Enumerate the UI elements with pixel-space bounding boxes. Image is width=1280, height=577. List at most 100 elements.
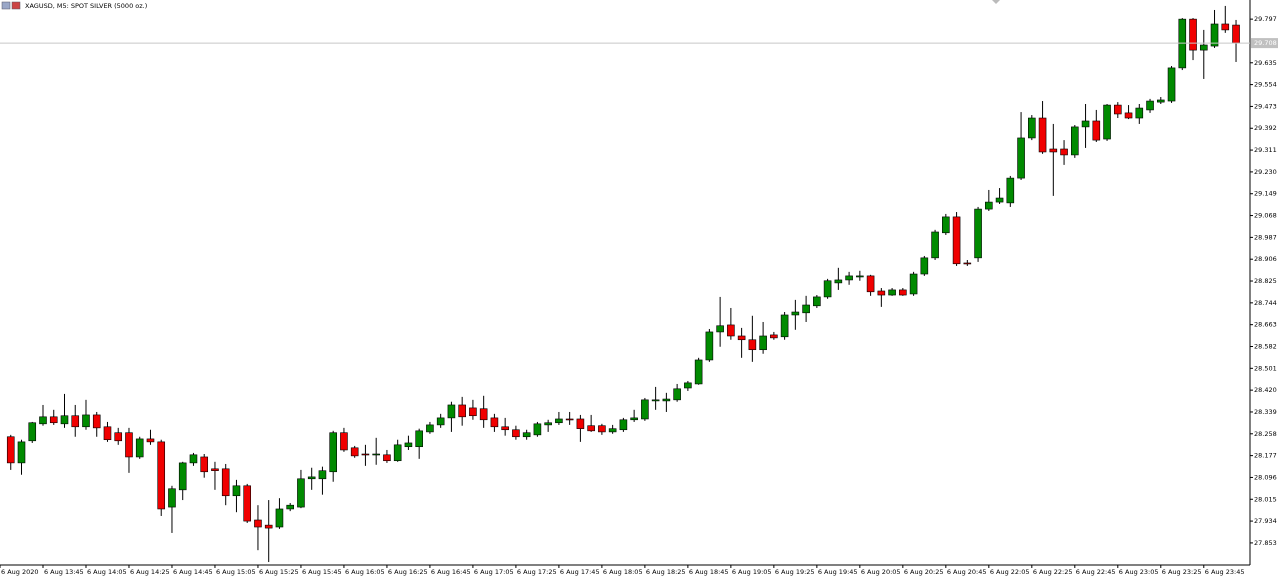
x-tick-label: 6 Aug 15:45	[302, 568, 342, 576]
candle-body	[383, 454, 391, 462]
candle-body	[436, 417, 445, 426]
x-tick-label: 6 Aug 22:45	[1076, 568, 1116, 576]
candle-body	[404, 442, 413, 448]
candle-body	[942, 216, 950, 234]
candle-body	[1071, 126, 1079, 156]
candle-body	[350, 447, 359, 457]
candle-body	[555, 418, 563, 424]
candle-body	[823, 280, 832, 298]
candle-body	[512, 429, 520, 438]
x-tick-label: 6 Aug 19:25	[775, 568, 815, 576]
candle-body	[651, 399, 660, 402]
candle-body	[963, 262, 972, 265]
candle-body	[286, 504, 294, 510]
candle-body	[576, 418, 585, 429]
candle-body	[920, 257, 929, 275]
candle-body	[899, 289, 907, 296]
x-tick-label: 6 Aug 2020	[1, 568, 39, 576]
candle-body	[1028, 117, 1036, 139]
candle-body	[458, 404, 466, 418]
candle-body	[931, 231, 939, 259]
candle-body	[114, 432, 123, 442]
candle-body	[178, 462, 187, 491]
candle-body	[361, 453, 370, 456]
candle-body	[28, 422, 37, 442]
y-tick-label: 29.311	[1254, 146, 1277, 154]
candle-body	[307, 476, 316, 480]
x-tick-label: 6 Aug 20:25	[904, 568, 944, 576]
y-tick-label: 29.068	[1254, 212, 1277, 220]
last-price-label: 29.708	[1254, 39, 1277, 47]
candle-body	[168, 488, 176, 508]
candle-body	[1049, 148, 1058, 153]
candle-body	[1135, 107, 1144, 119]
candle-body	[372, 453, 380, 456]
x-tick-label: 6 Aug 18:25	[646, 568, 686, 576]
x-tick-label: 6 Aug 16:45	[431, 568, 471, 576]
icon	[11, 1, 21, 10]
y-tick-label: 27.853	[1254, 539, 1277, 547]
candle-body	[135, 438, 144, 458]
candle-body	[995, 197, 1004, 203]
candle-body	[608, 428, 617, 433]
x-tick-label: 6 Aug 17:45	[560, 568, 600, 576]
candle-body	[103, 426, 112, 441]
x-tick-label: 6 Aug 23:25	[1162, 568, 1202, 576]
candle-body	[479, 408, 488, 421]
candle-body	[1167, 67, 1176, 102]
candle-body	[501, 426, 509, 431]
candle-body	[146, 438, 155, 443]
candle-body	[565, 418, 574, 421]
candle-body	[802, 304, 810, 314]
candle-body	[211, 468, 219, 471]
candle-body	[1113, 104, 1122, 115]
x-tick-label: 6 Aug 20:45	[947, 568, 987, 576]
candle-body	[1199, 44, 1208, 51]
y-tick-label: 29.797	[1254, 15, 1277, 23]
candle-body	[318, 470, 327, 480]
y-tick-label: 29.473	[1254, 102, 1277, 110]
y-tick-label: 28.501	[1254, 364, 1277, 372]
y-tick-label: 29.230	[1254, 168, 1277, 176]
y-tick-label: 28.177	[1254, 452, 1277, 460]
candle-body	[340, 432, 348, 451]
candle-body	[243, 485, 252, 522]
y-tick-label: 28.906	[1254, 255, 1277, 263]
candle-body	[780, 314, 789, 338]
candle-body	[662, 398, 671, 402]
candle-body	[544, 422, 552, 426]
x-tick-label: 6 Aug 18:45	[689, 568, 729, 576]
y-tick-label: 28.258	[1254, 430, 1277, 438]
candle-body	[426, 424, 434, 433]
x-tick-label: 6 Aug 18:05	[603, 568, 643, 576]
candle-body	[1006, 177, 1015, 204]
candle-body	[6, 436, 15, 464]
candle-body	[737, 335, 746, 341]
y-tick-label: 29.149	[1254, 190, 1277, 198]
candle-body	[469, 407, 477, 417]
y-tick-label: 28.744	[1254, 299, 1277, 307]
x-tick-label: 6 Aug 19:05	[732, 568, 772, 576]
candle-body	[834, 279, 843, 284]
candle-body	[1189, 18, 1197, 51]
candle-body	[522, 432, 531, 438]
candle-body	[17, 441, 26, 464]
scroll-marker	[992, 0, 1000, 4]
candle-body	[533, 423, 542, 436]
icon	[1, 1, 11, 10]
y-tick-label: 28.015	[1254, 495, 1277, 503]
candle-body	[221, 468, 230, 497]
candle-body	[447, 404, 456, 419]
candles	[6, 5, 1240, 563]
x-tick-label: 6 Aug 14:45	[173, 568, 213, 576]
y-tick-label: 28.339	[1254, 408, 1277, 416]
candle-body	[297, 478, 305, 508]
candle-body	[813, 296, 821, 307]
candle-body	[82, 414, 90, 428]
candle-body	[1060, 148, 1068, 156]
candle-body	[393, 444, 402, 462]
candle-body	[866, 275, 875, 293]
candle-body	[1017, 137, 1025, 179]
candle-body	[974, 208, 982, 259]
